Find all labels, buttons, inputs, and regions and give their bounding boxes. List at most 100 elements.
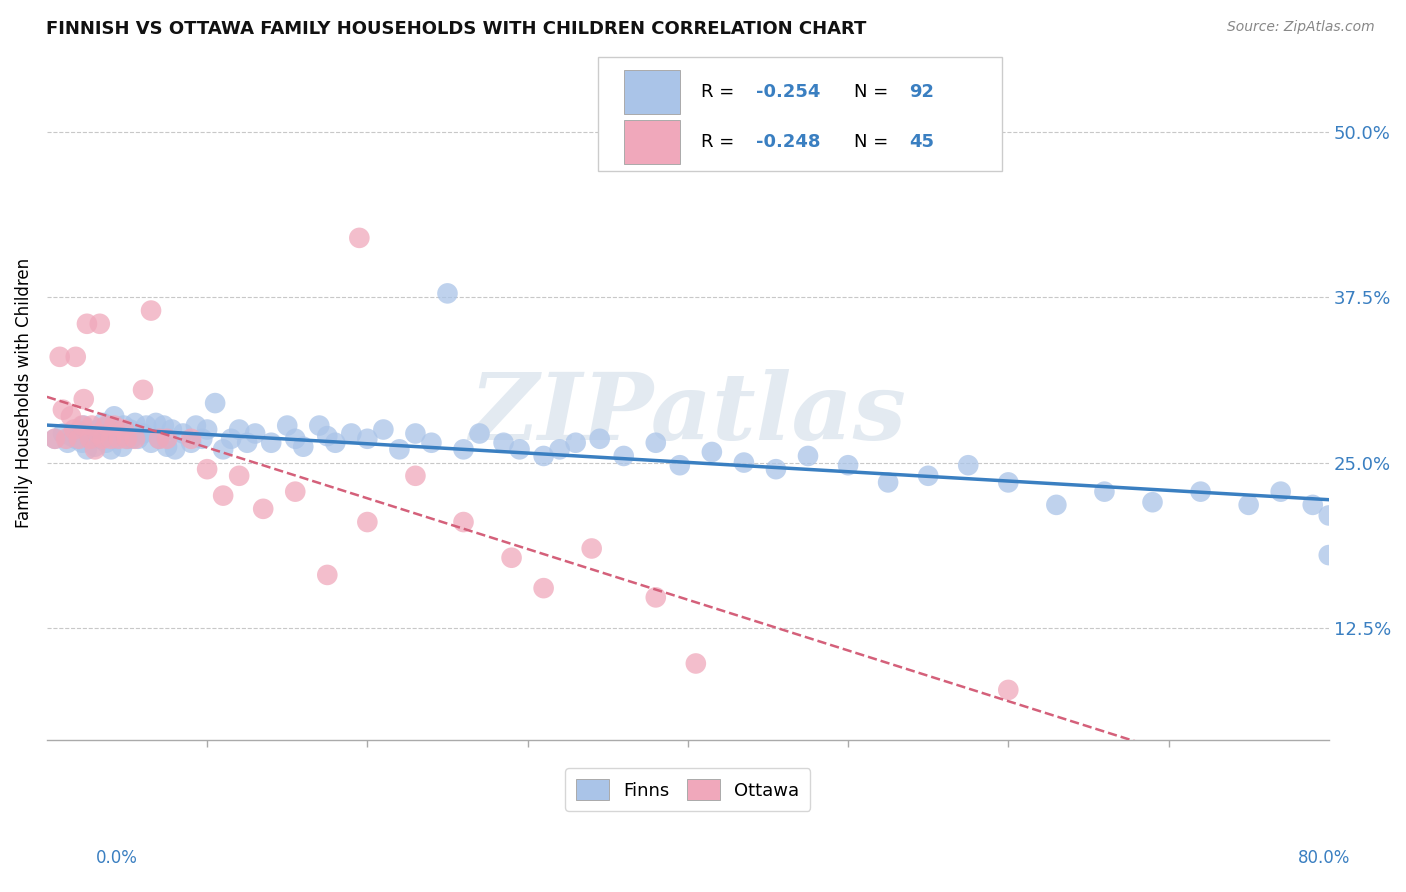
Point	[404, 468, 426, 483]
Point	[59, 409, 82, 424]
Point	[180, 432, 202, 446]
Point	[509, 442, 531, 457]
Point	[70, 418, 93, 433]
Point	[420, 435, 443, 450]
Text: ZIPatlas: ZIPatlas	[470, 369, 907, 459]
Point	[260, 435, 283, 450]
Point	[115, 432, 138, 446]
Point	[148, 432, 170, 446]
Point	[87, 426, 110, 441]
Text: 45: 45	[910, 133, 935, 151]
Point	[135, 418, 157, 433]
Point	[733, 456, 755, 470]
Point	[80, 432, 103, 446]
Point	[252, 501, 274, 516]
Point	[63, 423, 86, 437]
Point	[453, 515, 475, 529]
Point	[997, 682, 1019, 697]
Point	[212, 489, 235, 503]
Point	[121, 432, 143, 446]
Point	[228, 468, 250, 483]
Point	[65, 350, 87, 364]
Point	[700, 445, 723, 459]
Text: R =: R =	[700, 133, 740, 151]
Point	[108, 432, 131, 446]
Point	[236, 435, 259, 450]
Point	[685, 657, 707, 671]
Point	[65, 432, 87, 446]
Point	[79, 426, 101, 441]
Point	[89, 317, 111, 331]
Text: Source: ZipAtlas.com: Source: ZipAtlas.com	[1227, 20, 1375, 34]
FancyBboxPatch shape	[624, 70, 681, 114]
Point	[644, 435, 666, 450]
Point	[877, 475, 900, 490]
Point	[917, 468, 939, 483]
Point	[191, 432, 214, 446]
Point	[100, 429, 122, 443]
Point	[59, 429, 82, 443]
Point	[212, 442, 235, 457]
Point	[957, 458, 980, 473]
Point	[67, 432, 90, 446]
Text: -0.254: -0.254	[756, 83, 820, 101]
Point	[184, 418, 207, 433]
Point	[156, 432, 179, 446]
Point	[245, 426, 267, 441]
Point	[91, 432, 114, 446]
Text: FINNISH VS OTTAWA FAMILY HOUSEHOLDS WITH CHILDREN CORRELATION CHART: FINNISH VS OTTAWA FAMILY HOUSEHOLDS WITH…	[46, 20, 866, 37]
Point	[100, 442, 122, 457]
Point	[103, 409, 125, 424]
Point	[91, 416, 114, 430]
Point	[468, 426, 491, 441]
Point	[589, 432, 612, 446]
Point	[132, 426, 155, 441]
Point	[284, 432, 307, 446]
Point	[112, 418, 135, 433]
Point	[1094, 484, 1116, 499]
Point	[80, 418, 103, 433]
Point	[48, 350, 70, 364]
Point	[316, 429, 339, 443]
Point	[111, 440, 134, 454]
Point	[153, 418, 176, 433]
Point	[79, 432, 101, 446]
Point	[219, 432, 242, 446]
Point	[165, 442, 187, 457]
Point	[356, 432, 378, 446]
Point	[997, 475, 1019, 490]
Point	[84, 440, 107, 454]
Point	[67, 424, 90, 438]
FancyBboxPatch shape	[624, 120, 681, 164]
Point	[112, 423, 135, 437]
Point	[44, 432, 66, 446]
Point	[501, 550, 523, 565]
Point	[87, 423, 110, 437]
Point	[533, 449, 555, 463]
Point	[340, 426, 363, 441]
Point	[1142, 495, 1164, 509]
Point	[145, 416, 167, 430]
Point	[195, 423, 218, 437]
Text: 80.0%: 80.0%	[1298, 849, 1350, 867]
Point	[156, 440, 179, 454]
Point	[228, 423, 250, 437]
Point	[1237, 498, 1260, 512]
Point	[308, 418, 330, 433]
Point	[316, 568, 339, 582]
Text: R =: R =	[700, 83, 740, 101]
Point	[70, 435, 93, 450]
Point	[124, 432, 146, 446]
Point	[349, 231, 371, 245]
Text: N =: N =	[855, 83, 894, 101]
Point	[55, 432, 77, 446]
Text: -0.248: -0.248	[756, 133, 820, 151]
Point	[204, 396, 226, 410]
Point	[73, 418, 96, 433]
Point	[52, 402, 75, 417]
Point	[104, 432, 127, 446]
Point	[373, 423, 395, 437]
Point	[564, 435, 586, 450]
Point	[669, 458, 692, 473]
Point	[115, 432, 138, 446]
